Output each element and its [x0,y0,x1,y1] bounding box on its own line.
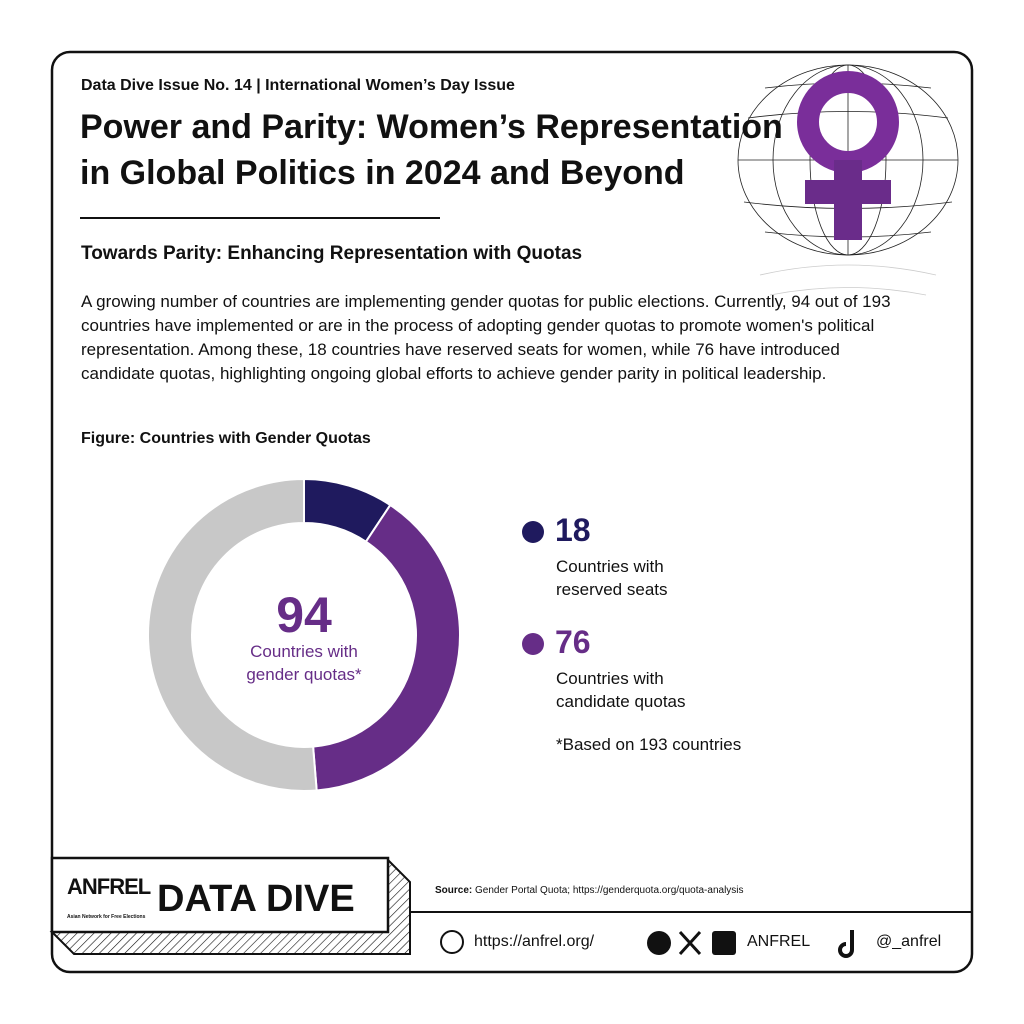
source-label: Source: [435,885,473,896]
donut-segment [147,477,318,792]
legend-label: Countries with reserved seats [556,557,668,599]
legend-swatch [522,633,544,655]
figure-title: Figure: Countries with Gender Quotas [81,430,371,447]
tiktok-handle[interactable]: @_anfrel [876,933,942,950]
legend-value: 76 [555,624,591,660]
donut-segment [312,503,461,792]
section-heading: Towards Parity: Enhancing Representation… [81,243,583,264]
logo-sub: Asian Network for Free Elections [67,914,146,920]
source-text: Gender Portal Quota; https://genderquota… [475,885,744,896]
issue-label: Data Dive Issue No. 14 | International W… [81,77,515,94]
brand: DATA DIVE [157,878,355,920]
body-text: A growing number of countries are implem… [81,292,891,383]
website[interactable]: https://anfrel.org/ [474,933,595,950]
center-value: 94 [276,587,332,643]
legend-value: 18 [555,512,591,548]
legend-swatch [522,521,544,543]
brand-box [49,856,411,955]
logo: ANFREL [67,874,151,899]
social-handle[interactable]: ANFREL [747,933,811,950]
center-label: Countries with gender quotas* [246,642,362,684]
title: Power and Parity: Women’s Representation [80,108,783,146]
source: Source: Gender Portal Quota; https://gen… [435,885,744,896]
frame [50,50,974,974]
venus-symbol [797,71,899,240]
title: in Global Politics in 2024 and Beyond [80,154,685,192]
icons [440,930,854,958]
legend-label: Countries with candidate quotas [556,669,686,711]
note: *Based on 193 countries [556,735,742,754]
